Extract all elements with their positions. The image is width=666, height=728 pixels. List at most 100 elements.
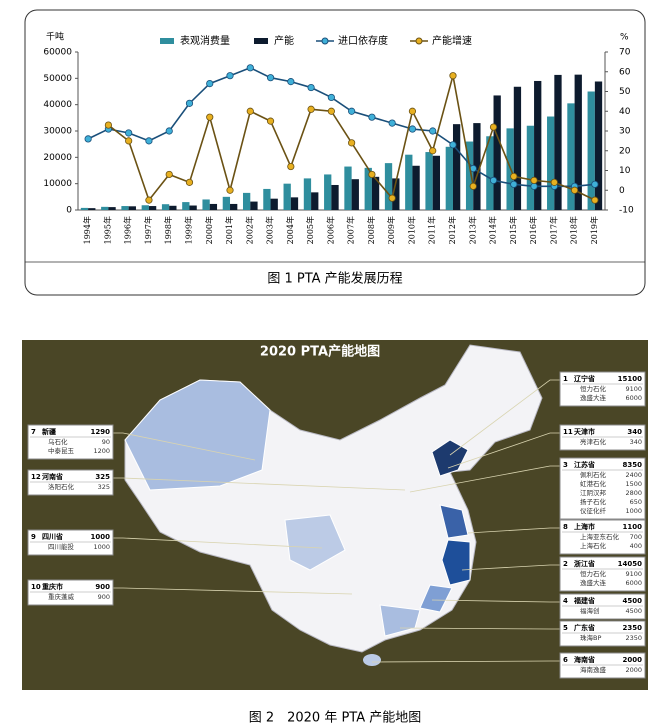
plant-name: 重庆蓬威 xyxy=(48,592,75,601)
point xyxy=(287,78,295,86)
point xyxy=(489,123,498,131)
bar xyxy=(425,152,433,210)
region-total: 15100 xyxy=(618,375,642,383)
region-rank: 11 xyxy=(563,428,573,436)
plant-capacity: 1200 xyxy=(93,447,110,455)
region-rank: 6 xyxy=(563,656,568,664)
plant-name: 福海创 xyxy=(580,606,600,615)
region-total: 325 xyxy=(95,473,110,481)
bar xyxy=(108,207,116,210)
point xyxy=(429,127,437,135)
region-rank: 1 xyxy=(563,375,568,383)
region-total: 340 xyxy=(627,428,642,436)
bar xyxy=(473,123,481,210)
x-tick-label: 1999年 xyxy=(183,216,193,244)
x-tick-label: 2013年 xyxy=(467,216,477,244)
x-tick-label: 2008年 xyxy=(366,216,376,244)
point xyxy=(226,186,234,194)
connector xyxy=(399,627,560,630)
point xyxy=(348,139,356,147)
plant-name: 仪征化纤 xyxy=(580,506,607,515)
point xyxy=(165,127,173,135)
region-box xyxy=(559,620,646,647)
bar xyxy=(128,206,136,210)
legend-label: 产能 xyxy=(274,34,294,47)
x-tick-label: 2012年 xyxy=(447,216,457,244)
x-tick-label: 2016年 xyxy=(528,216,538,244)
region-name: 广东省 xyxy=(574,623,595,632)
point xyxy=(510,180,518,188)
x-tick-label: 1998年 xyxy=(163,216,173,244)
bar xyxy=(290,197,299,210)
x-tick-label: 2006年 xyxy=(325,216,335,244)
region-total: 1000 xyxy=(91,533,111,541)
region-box xyxy=(559,519,646,555)
region-box xyxy=(27,579,114,606)
bar xyxy=(594,81,603,210)
region-name: 福建省 xyxy=(573,596,595,605)
plant-name: 恒力石化 xyxy=(580,569,607,578)
plant-capacity: 650 xyxy=(630,498,642,506)
region-name: 河南省 xyxy=(42,472,63,481)
plant-capacity: 400 xyxy=(630,542,642,550)
bar xyxy=(222,196,231,210)
point xyxy=(449,141,457,149)
bar xyxy=(486,136,494,210)
plant-capacity: 700 xyxy=(630,533,642,541)
bar xyxy=(587,91,595,210)
bar xyxy=(303,178,312,210)
x-tick-label: 2014年 xyxy=(488,216,498,244)
region-name: 新疆 xyxy=(42,427,56,436)
point xyxy=(408,125,417,133)
region-rank: 4 xyxy=(563,597,568,605)
plant-name: 海南逸盛 xyxy=(580,665,607,674)
bar xyxy=(445,146,453,210)
region-name: 海南省 xyxy=(574,655,595,664)
xinjiang xyxy=(124,379,271,491)
x-tick-label: 1997年 xyxy=(143,216,153,244)
bar xyxy=(250,201,258,210)
x-tick-label: 2009年 xyxy=(386,216,396,244)
point xyxy=(266,74,275,82)
connector xyxy=(461,564,560,571)
y2-tick-label: 20 xyxy=(619,146,631,156)
bar xyxy=(554,74,562,210)
point xyxy=(550,178,558,186)
y-tick-label: 60000 xyxy=(43,48,72,58)
jiangsu xyxy=(439,504,469,539)
point xyxy=(591,196,599,204)
plant-capacity: 9100 xyxy=(625,570,642,578)
region-rank: 8 xyxy=(563,523,568,531)
point xyxy=(287,162,295,171)
point xyxy=(226,72,234,80)
x-tick-label: 1995年 xyxy=(102,216,112,244)
bar xyxy=(574,74,582,210)
bar xyxy=(311,192,319,210)
region-box xyxy=(559,652,646,679)
x-tick-label: 2007年 xyxy=(346,216,356,244)
region-rank: 3 xyxy=(563,461,568,469)
plant-name: 扬子石化 xyxy=(580,497,607,506)
bar xyxy=(283,183,291,210)
y-tick-label: 20000 xyxy=(43,153,72,163)
plant-capacity: 2000 xyxy=(625,666,642,674)
bar xyxy=(547,116,555,210)
region-total: 2350 xyxy=(623,624,643,632)
connector xyxy=(113,477,406,491)
bar xyxy=(465,141,474,210)
region-total: 8350 xyxy=(623,461,643,469)
y2-tick-label: 10 xyxy=(619,166,631,176)
plant-capacity: 90 xyxy=(102,438,110,446)
bar xyxy=(141,205,149,210)
region-box xyxy=(27,469,114,496)
bar xyxy=(209,203,218,210)
point xyxy=(206,113,214,121)
bar xyxy=(351,179,359,210)
bar xyxy=(331,184,339,210)
legend-swatch xyxy=(415,37,423,45)
bar xyxy=(364,167,372,210)
hainan xyxy=(363,654,381,666)
point xyxy=(469,182,477,190)
bar xyxy=(567,103,575,210)
bar xyxy=(88,208,96,210)
